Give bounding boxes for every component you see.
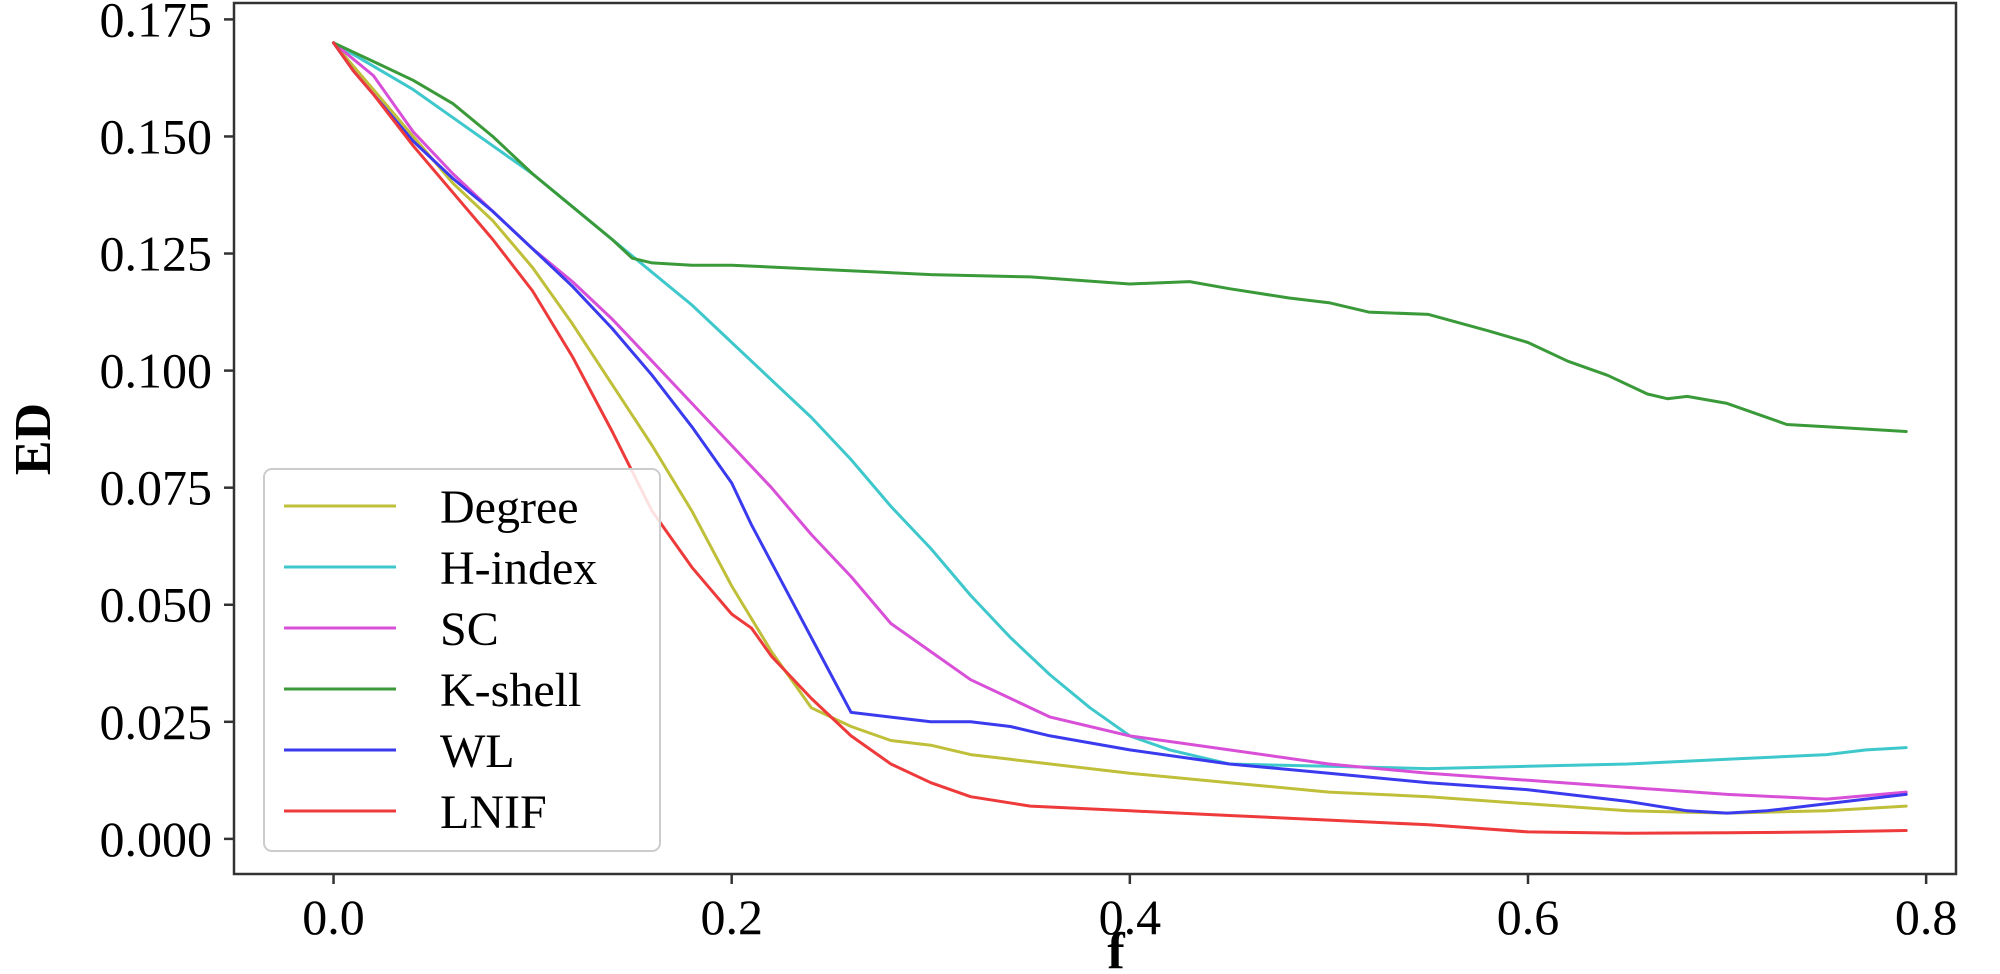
y-tick-label: 0.025: [100, 694, 213, 750]
plot-frame: [232, 1, 1958, 876]
x-axis: 0.0 0.2 0.4 0.6 0.8: [302, 874, 1957, 945]
x-tick-label: 0.2: [700, 889, 763, 945]
legend-label-degree: Degree: [440, 481, 579, 534]
y-tick-label: 0.175: [100, 0, 213, 47]
legend-label-sc: SC: [440, 603, 499, 656]
y-axis: 0.000 0.025 0.050 0.075 0.100 0.125 0.150 0.175: [100, 0, 234, 867]
legend-label-wl: WL: [440, 725, 515, 778]
legend: Degree H-index SC K-shell WL LNIF: [263, 468, 661, 852]
x-tick-label: 0.8: [1895, 889, 1958, 945]
y-tick-label: 0.150: [100, 108, 213, 164]
y-tick-label: 0.100: [100, 343, 213, 399]
x-axis-label: f: [1107, 923, 1125, 974]
series-line-lnif: [332, 41, 1908, 835]
y-tick-label: 0.125: [100, 226, 213, 282]
x-tick-label: 0.0: [302, 889, 365, 945]
x-tick-label: 0.6: [1497, 889, 1560, 945]
x-tick-label: 0.4: [1099, 889, 1162, 945]
legend-label-k-shell: K-shell: [440, 664, 581, 717]
legend-box: [263, 468, 661, 852]
legend-label-lnif: LNIF: [440, 786, 547, 839]
series-line-degree: [332, 41, 1908, 815]
series-line-wl: [332, 41, 1908, 815]
y-tick-label: 0.000: [100, 811, 213, 867]
plot-lines: [332, 41, 1908, 835]
series-line-k-shell: [332, 41, 1908, 433]
y-axis-label: ED: [5, 403, 62, 475]
y-tick-label: 0.050: [100, 577, 213, 633]
y-tick-label: 0.075: [100, 460, 213, 516]
legend-label-h-index: H-index: [440, 542, 597, 595]
